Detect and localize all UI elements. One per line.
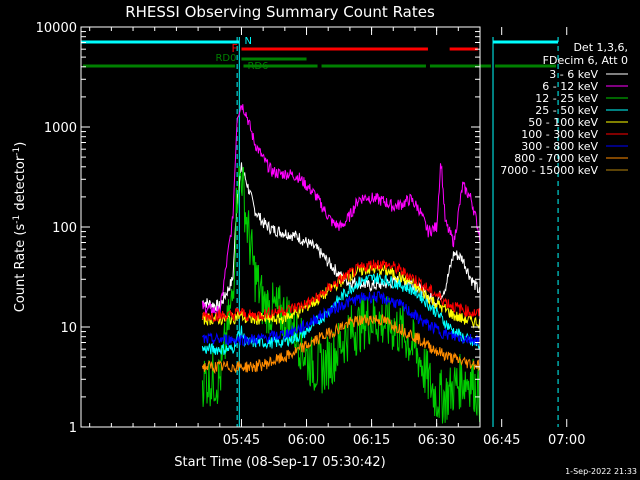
y-axis-ticks: 1 10 100 1000 10000 <box>36 21 480 436</box>
footer-timestamp: 1-Sep-2022 21:33 <box>565 467 637 476</box>
x-tick-label: 06:00 <box>288 433 325 448</box>
x-tick-label: 06:45 <box>483 433 520 448</box>
legend-entry-label: 12 - 25 keV <box>535 92 598 105</box>
legend-entry-label: 300 - 800 keV <box>521 140 598 153</box>
legend-entry-label: 100 - 300 keV <box>521 128 598 141</box>
legend-entry-label: 25 - 50 keV <box>535 104 598 117</box>
x-tick-label: 05:45 <box>223 433 260 448</box>
chart-title: RHESSI Observing Summary Count Rates <box>125 3 435 21</box>
y-axis-label: Count Rate (s-1 detector-1) <box>12 142 28 313</box>
y-tick-label: 100 <box>52 221 77 236</box>
legend-header-line2: FDecim 6, Att 0 <box>543 54 628 67</box>
y-tick-label: 1 <box>69 421 77 436</box>
x-tick-label: 06:30 <box>418 433 455 448</box>
x-tick-label: 06:15 <box>353 433 390 448</box>
series-line <box>201 165 480 424</box>
series-line <box>201 104 480 319</box>
series-line <box>201 290 480 347</box>
legend-entry-label: 3 - 6 keV <box>549 68 598 81</box>
y-tick-label: 10000 <box>36 21 77 36</box>
series-line <box>201 258 480 323</box>
x-axis-label: Start Time (08-Sep-17 05:30:42) <box>174 455 385 470</box>
y-tick-label: 10 <box>60 321 77 336</box>
legend-header-line1: Det 1,3,6, <box>573 41 628 54</box>
legend-entry-label: 50 - 100 keV <box>528 116 598 129</box>
legend-entry-label: 7000 - 15000 keV <box>500 164 598 177</box>
legend-entry-label: 6 - 12 keV <box>542 80 598 93</box>
x-tick-label: 07:00 <box>548 433 585 448</box>
decimation-rd6-label: RD6 <box>247 61 268 72</box>
decimation-flag-label: RD0 <box>215 53 236 64</box>
x-axis-ticks: 05:45 06:00 06:15 06:30 06:45 07:00 <box>89 27 585 448</box>
flare-flag-label: F <box>231 42 237 55</box>
attenuator-flag-label: N <box>244 36 251 47</box>
series-line <box>201 313 480 375</box>
legend-entry-label: 800 - 7000 keV <box>514 152 598 165</box>
y-tick-label: 1000 <box>44 121 77 136</box>
series-lines <box>201 104 480 424</box>
